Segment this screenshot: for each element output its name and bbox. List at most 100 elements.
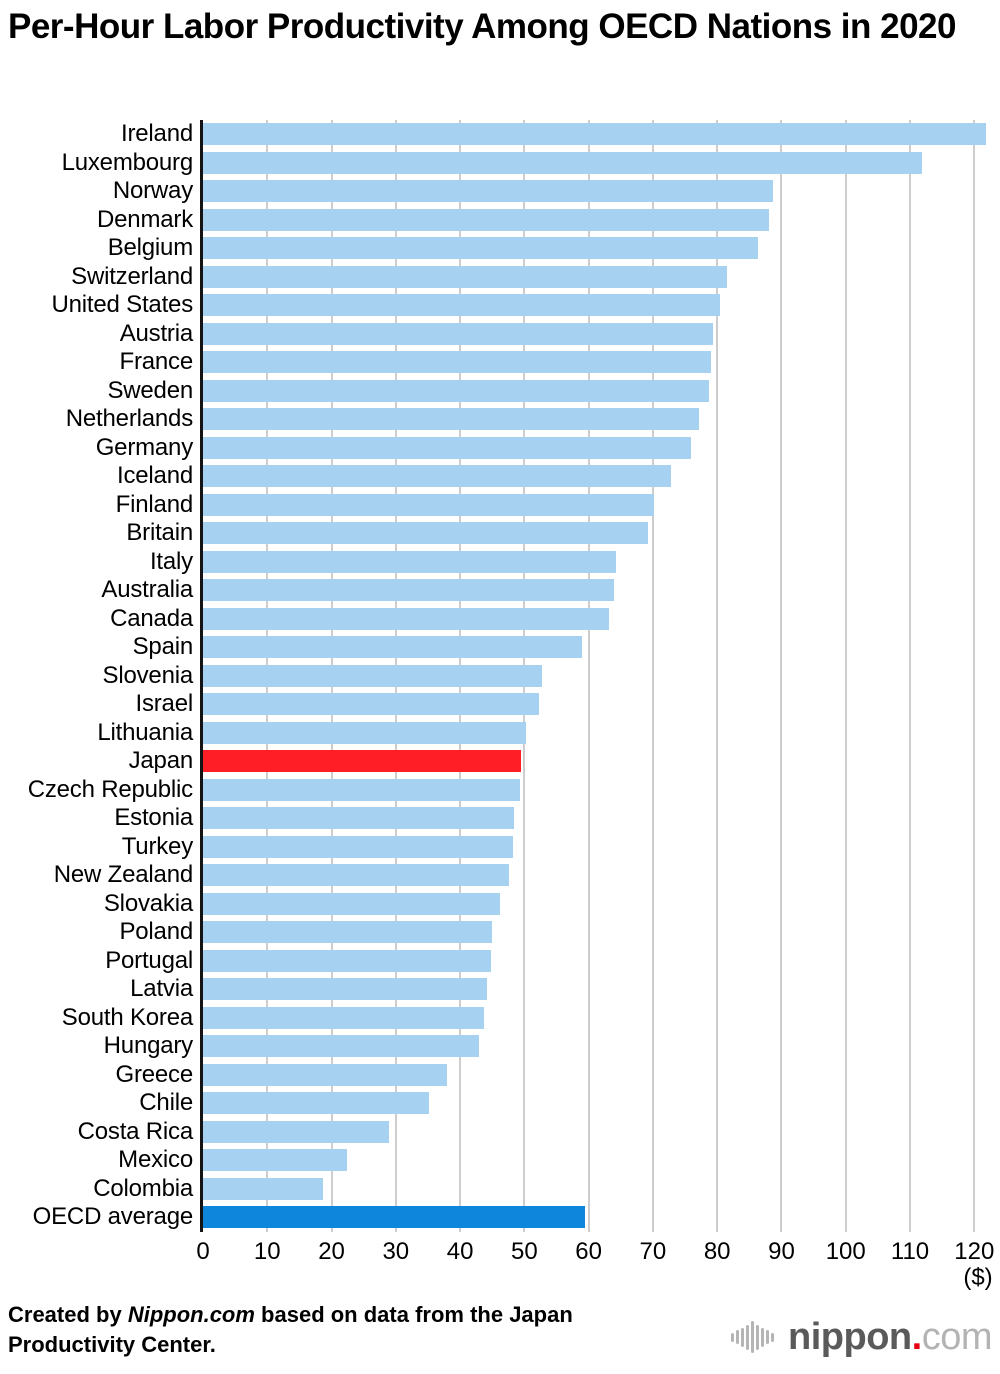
- bar-track: [203, 804, 1000, 833]
- bar-track: [203, 1004, 1000, 1033]
- bar-track: [203, 120, 1000, 149]
- bar-row: Britain: [0, 519, 1000, 548]
- category-label: Iceland: [117, 462, 193, 490]
- category-label: Italy: [149, 547, 193, 575]
- category-label: Hungary: [103, 1032, 194, 1060]
- bar-track: [203, 206, 1000, 235]
- bar-row: Poland: [0, 918, 1000, 947]
- bar-lithuania: [203, 721, 526, 744]
- bar-row: Austria: [0, 320, 1000, 349]
- bar-row: Chile: [0, 1089, 1000, 1118]
- bar-row: Estonia: [0, 804, 1000, 833]
- x-tick-50: 50: [511, 1238, 538, 1265]
- bar-track: [203, 405, 1000, 434]
- page-title: Per-Hour Labor Productivity Among OECD N…: [8, 7, 956, 46]
- bar-row: Turkey: [0, 833, 1000, 862]
- bar-row: Latvia: [0, 975, 1000, 1004]
- bar-ireland: [203, 123, 986, 146]
- bar-row: Portugal: [0, 947, 1000, 976]
- bar-track: [203, 491, 1000, 520]
- bar-turkey: [203, 835, 513, 858]
- bar-greece: [203, 1063, 447, 1086]
- gridline-90: [780, 120, 783, 1232]
- bar-row: Switzerland: [0, 263, 1000, 292]
- bar-denmark: [203, 208, 770, 231]
- bar-estonia: [203, 807, 515, 830]
- bar-rows: Ireland Luxembourg Norway Denmark Belgium Swi…: [0, 120, 1000, 1232]
- credit-text: Created by Nippon.com based on data from…: [8, 1300, 618, 1361]
- category-label: Chile: [139, 1089, 193, 1117]
- bar-row: France: [0, 348, 1000, 377]
- bar-israel: [203, 693, 539, 716]
- bar-track: [203, 890, 1000, 919]
- bar-south-korea: [203, 1006, 484, 1029]
- bar-track: [203, 1061, 1000, 1090]
- bar-row: Iceland: [0, 462, 1000, 491]
- category-label: Ireland: [121, 120, 193, 148]
- category-label: Switzerland: [71, 262, 193, 290]
- category-label: Lithuania: [97, 718, 193, 746]
- bar-row: Italy: [0, 548, 1000, 577]
- category-label: Australia: [101, 576, 193, 604]
- bar-france: [203, 351, 711, 374]
- category-label: Belgium: [107, 234, 194, 262]
- bar-portugal: [203, 949, 491, 972]
- bar-row: Finland: [0, 491, 1000, 520]
- bar-row: Australia: [0, 576, 1000, 605]
- x-tick-100: 100: [825, 1238, 866, 1265]
- category-label: France: [119, 348, 194, 376]
- bar-australia: [203, 579, 614, 602]
- category-label: Greece: [115, 1060, 193, 1088]
- bar-colombia: [203, 1177, 324, 1200]
- category-label: Latvia: [130, 975, 193, 1003]
- bar-row: Norway: [0, 177, 1000, 206]
- x-tick-10: 10: [253, 1238, 281, 1265]
- category-label: Poland: [119, 918, 193, 946]
- bar-track: [203, 348, 1000, 377]
- credit-prefix: Created by: [8, 1302, 128, 1327]
- category-label: Canada: [110, 604, 193, 632]
- bar-row: Denmark: [0, 206, 1000, 235]
- bar-track: [203, 662, 1000, 691]
- bar-track: [203, 690, 1000, 719]
- bar-row: New Zealand: [0, 861, 1000, 890]
- bar-track: [203, 1118, 1000, 1147]
- gridline-110: [909, 120, 912, 1232]
- bar-track: [203, 833, 1000, 862]
- bar-slovenia: [203, 664, 542, 687]
- x-tick-60: 60: [575, 1238, 602, 1265]
- x-tick-70: 70: [639, 1238, 667, 1265]
- bar-row: Czech Republic: [0, 776, 1000, 805]
- bar-finland: [203, 493, 654, 516]
- bar-track: [203, 234, 1000, 263]
- bar-iceland: [203, 465, 671, 488]
- bar-track: [203, 861, 1000, 890]
- bar-row: Ireland: [0, 120, 1000, 149]
- bar-track: [203, 291, 1000, 320]
- bar-row: Spain: [0, 633, 1000, 662]
- bar-row: Mexico: [0, 1146, 1000, 1175]
- bar-row: OECD average: [0, 1203, 1000, 1232]
- bar-track: [203, 747, 1000, 776]
- bar-row: United States: [0, 291, 1000, 320]
- bar-new-zealand: [203, 864, 509, 887]
- bar-row: South Korea: [0, 1004, 1000, 1033]
- bar-mexico: [203, 1149, 347, 1172]
- bar-track: [203, 377, 1000, 406]
- nippon-com-logo: nippon.com: [731, 1315, 993, 1359]
- category-label: Portugal: [105, 946, 193, 974]
- bar-belgium: [203, 237, 758, 260]
- bar-row: Hungary: [0, 1032, 1000, 1061]
- bar-chart: Ireland Luxembourg Norway Denmark Belgium Swi…: [0, 120, 1000, 1232]
- bar-track: [203, 1146, 1000, 1175]
- bar-row: Belgium: [0, 234, 1000, 263]
- bar-track: [203, 605, 1000, 634]
- bar-britain: [203, 522, 648, 545]
- x-axis-ticks: 0 10 20 30 40 50 60 70 80 90 100 110 120: [0, 1238, 1000, 1268]
- bar-row: Luxembourg: [0, 149, 1000, 178]
- category-label: Estonia: [114, 804, 193, 832]
- bar-spain: [203, 636, 582, 659]
- gridline-100: [844, 120, 847, 1232]
- bar-oecd-average: [203, 1206, 585, 1229]
- category-label: Israel: [135, 690, 194, 718]
